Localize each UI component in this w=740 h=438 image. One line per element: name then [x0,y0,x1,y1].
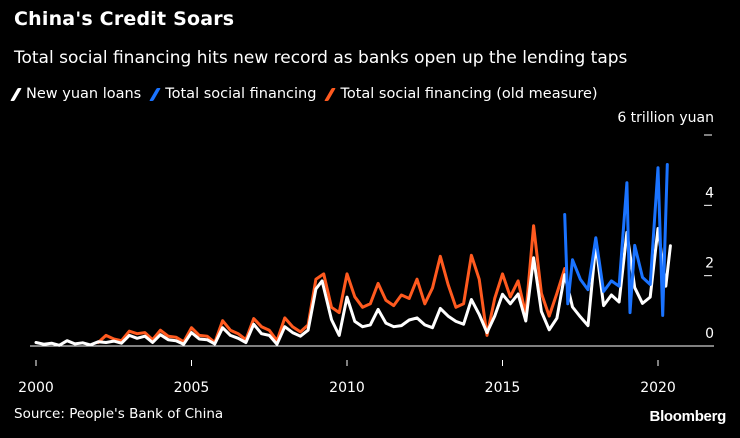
y-axis: 0 2 4 6 trillion yuan [617,110,714,342]
series-line-new-yuan-loans [34,227,672,347]
chart-title: China's Credit Soars [14,8,235,30]
bloomberg-logo: Bloomberg [649,408,727,425]
x-tick-label: 2010 [329,380,365,396]
legend-item-tsf-old: Total social financing (old measure) [324,86,598,102]
y-tick-label: 6 trillion yuan [617,110,714,126]
x-axis: 2000 2005 2010 2015 2020 [18,345,714,396]
legend-item-tsf: Total social financing [149,86,317,102]
x-tick-label: 2005 [174,380,210,396]
chart-legend: New yuan loans Total social financing To… [10,86,610,102]
series-line-total-social-financing [563,163,669,317]
source-note: Source: People's Bank of China [14,406,224,422]
legend-label-loans: New yuan loans [26,86,142,102]
chart-subtitle: Total social financing hits new record a… [14,48,628,68]
series-group [34,163,672,347]
y-tick-label: 4 [705,185,714,201]
x-tick-label: 2020 [640,380,676,396]
x-tick-label: 2000 [18,380,54,396]
y-tick-label: 2 [705,256,714,272]
legend-label-tsf: Total social financing [165,86,317,102]
legend-label-tsf-old: Total social financing (old measure) [340,86,598,102]
series-line-total-social-financing-old-measure [96,224,567,344]
legend-item-loans: New yuan loans [10,86,142,102]
y-tick-label: 0 [705,326,714,342]
x-tick-label: 2015 [485,380,521,396]
